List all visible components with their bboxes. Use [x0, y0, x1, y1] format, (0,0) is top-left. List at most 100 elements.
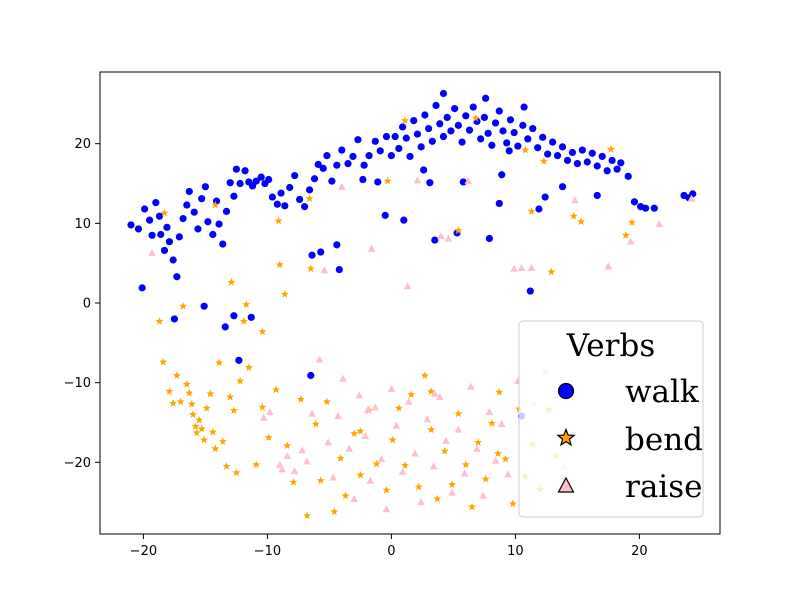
- legend-title: Verbs: [566, 328, 655, 364]
- point-walk-34: [252, 177, 260, 185]
- point-walk-111: [588, 149, 596, 157]
- point-bend-20: [215, 358, 224, 367]
- point-walk-104: [553, 152, 562, 160]
- point-bend-21: [218, 437, 227, 445]
- point-bend-22: [222, 462, 231, 470]
- axis-ticks: −20 −10 0 10 20 −20 −10 0 10 20: [64, 137, 648, 559]
- point-bend-5: [176, 397, 185, 406]
- point-walk-29: [232, 165, 240, 173]
- point-bend-28: [242, 300, 251, 308]
- point-walk-55: [349, 152, 357, 161]
- point-walk-147: [535, 205, 543, 213]
- legend-label-walk: walk: [625, 374, 699, 410]
- point-walk-98: [524, 135, 532, 143]
- point-walk-84: [469, 103, 477, 111]
- point-raise-26: [454, 425, 463, 433]
- y-tick-label-0: 0: [83, 297, 91, 312]
- point-bend-11: [191, 422, 200, 430]
- point-walk-2: [141, 205, 149, 213]
- point-bend-54: [401, 461, 410, 469]
- point-walk-108: [573, 160, 582, 168]
- point-bend-16: [202, 403, 211, 412]
- point-raise-10: [361, 432, 370, 440]
- point-bend-38: [296, 395, 305, 403]
- point-walk-77: [443, 113, 451, 122]
- point-walk-141: [431, 236, 439, 244]
- point-raise-14: [382, 505, 391, 513]
- point-walk-57: [360, 161, 368, 169]
- point-bend-80: [547, 267, 556, 276]
- point-walk-66: [402, 134, 410, 142]
- point-walk-35: [257, 173, 265, 181]
- point-walk-54: [344, 160, 352, 168]
- legend-entry-raise: raise: [557, 469, 702, 505]
- y-tick-label--20: −20: [64, 456, 91, 471]
- point-raise-20: [417, 498, 425, 506]
- point-walk-149: [593, 191, 601, 200]
- y-tick-label-10: 10: [74, 217, 91, 232]
- point-walk-119: [630, 198, 639, 206]
- point-walk-13: [175, 233, 183, 241]
- x-tick-label--10: −10: [254, 544, 281, 559]
- point-bend-26: [236, 376, 245, 385]
- legend-frame: [518, 320, 704, 518]
- point-raise-22: [429, 462, 438, 470]
- point-walk-159: [505, 147, 513, 155]
- point-walk-107: [568, 148, 577, 157]
- point-walk-72: [425, 124, 433, 133]
- point-walk-64: [395, 144, 403, 153]
- point-raise-49: [464, 177, 473, 185]
- point-bend-91: [356, 427, 365, 435]
- point-raise-6: [339, 374, 347, 382]
- point-walk-62: [387, 152, 395, 160]
- point-walk-65: [398, 123, 407, 131]
- point-walk-17: [190, 208, 198, 216]
- point-walk-128: [200, 302, 208, 310]
- point-bend-36: [283, 441, 292, 449]
- point-raise-7: [345, 444, 354, 452]
- point-walk-90: [491, 119, 500, 127]
- point-walk-97: [519, 121, 527, 129]
- point-bend-57: [420, 371, 429, 379]
- point-walk-71: [421, 111, 429, 119]
- legend-label-bend: bend: [625, 422, 703, 458]
- point-bend-90: [305, 194, 314, 203]
- point-walk-28: [230, 192, 238, 200]
- point-walk-116: [613, 165, 621, 173]
- point-walk-139: [381, 211, 389, 219]
- legend-entry-bend: bend: [556, 422, 703, 458]
- point-raise-51: [517, 263, 526, 271]
- point-raise-27: [460, 469, 469, 477]
- point-bend-58: [427, 425, 436, 434]
- point-walk-21: [204, 218, 212, 226]
- point-walk-86: [477, 135, 485, 143]
- legend: Verbs walk bend raise: [518, 320, 704, 518]
- point-raise-29: [473, 444, 481, 452]
- point-bend-13: [195, 415, 204, 424]
- point-bend-17: [206, 389, 215, 398]
- point-bend-2: [165, 387, 174, 395]
- point-raise-45: [403, 282, 412, 290]
- point-bend-87: [606, 145, 615, 153]
- point-walk-59: [371, 137, 379, 145]
- x-tick-label-10: 10: [507, 544, 524, 559]
- point-walk-106: [563, 156, 572, 165]
- point-raise-62: [431, 389, 439, 397]
- point-raise-31: [485, 408, 494, 416]
- point-walk-117: [617, 159, 625, 167]
- point-walk-127: [170, 315, 178, 323]
- point-bend-98: [227, 278, 236, 286]
- point-raise-5: [334, 412, 342, 420]
- point-bend-39: [303, 511, 312, 520]
- point-walk-63: [391, 132, 399, 141]
- point-walk-56: [354, 136, 362, 144]
- point-bend-45: [336, 454, 345, 462]
- point-walk-152: [520, 103, 528, 111]
- point-walk-156: [541, 193, 549, 201]
- point-walk-146: [526, 287, 534, 295]
- point-bend-40: [306, 264, 315, 273]
- point-raise-24: [442, 436, 450, 444]
- point-walk-25: [219, 240, 227, 248]
- point-walk-58: [365, 152, 373, 160]
- point-walk-11: [169, 256, 177, 264]
